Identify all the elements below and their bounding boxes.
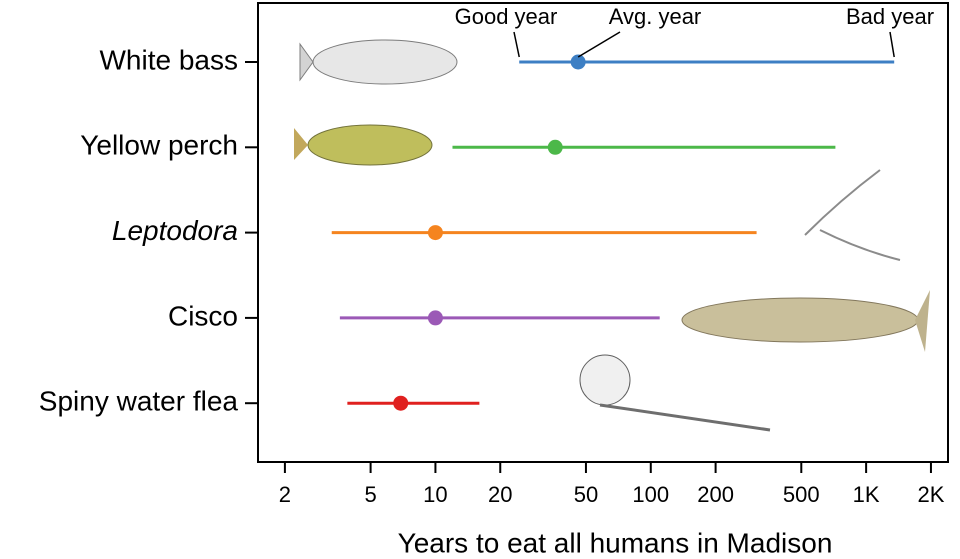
avg-dot [547, 139, 563, 155]
white-bass-tail [299, 42, 314, 82]
category-label: Yellow perch [80, 130, 238, 161]
yellow-perch-tail [294, 128, 308, 160]
x-tick-label: 50 [574, 482, 598, 507]
x-tick-label: 5 [364, 482, 376, 507]
x-axis-label: Years to eat all humans in Madison [398, 527, 833, 558]
avg-dot [427, 310, 443, 326]
category-label: Leptodora [112, 215, 238, 246]
spiny-water-flea-spine [599, 403, 771, 432]
annotation: Bad year [846, 4, 934, 29]
category-label: Spiny water flea [39, 386, 239, 417]
annotation-leader [889, 31, 895, 58]
category-label: White bass [100, 44, 239, 75]
avg-dot [427, 225, 443, 241]
avg-dot [393, 395, 409, 411]
x-tick-label: 2K [917, 482, 944, 507]
spiny-water-flea-image [579, 354, 631, 406]
yellow-perch-image [307, 124, 433, 166]
x-tick-label: 10 [423, 482, 447, 507]
x-tick-label: 1K [853, 482, 880, 507]
cisco-image [681, 297, 919, 343]
x-tick-label: 20 [488, 482, 512, 507]
annotation-leader [577, 31, 621, 58]
annotation: Good year [455, 4, 558, 29]
leptodora-image [804, 169, 901, 261]
x-tick-label: 500 [783, 482, 820, 507]
avg-dot [570, 54, 586, 70]
category-label: Cisco [168, 300, 238, 331]
annotation-leader [513, 31, 520, 58]
x-tick-label: 200 [697, 482, 734, 507]
annotation: Avg. year [609, 4, 702, 29]
white-bass-image [312, 39, 458, 85]
illustrations [294, 39, 930, 432]
x-tick-label: 100 [632, 482, 669, 507]
cisco-tail [915, 290, 930, 352]
x-tick-label: 2 [279, 482, 291, 507]
